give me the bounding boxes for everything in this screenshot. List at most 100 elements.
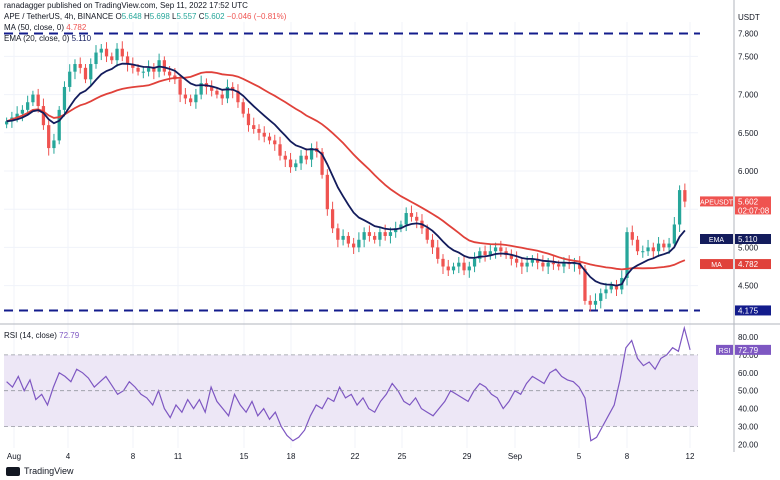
candle-body (99, 48, 103, 53)
candle-body (430, 239, 435, 248)
x-tick-label: 5 (577, 452, 582, 461)
tradingview-logo[interactable]: TradingView (6, 466, 74, 476)
price-tick-label: 4.500 (738, 282, 759, 291)
ma-legend-value: 4.782 (66, 23, 87, 32)
rsi-legend-text: RSI (14, close) (4, 331, 57, 340)
candle-body (394, 228, 398, 233)
candle-body (656, 243, 661, 252)
candle-body (520, 262, 524, 267)
candle-body (136, 67, 140, 72)
candle-body (125, 56, 130, 65)
candle-body (599, 293, 603, 301)
candle-body (210, 86, 214, 91)
currency-label: USDT (738, 13, 760, 22)
last-price-label-value-box (735, 196, 771, 215)
candle-body (662, 243, 666, 248)
candle-body (304, 155, 308, 160)
candle-body (336, 228, 340, 240)
candle-body (635, 239, 640, 252)
candle-body (57, 109, 61, 141)
ema-price-label-value: 5.110 (738, 235, 758, 244)
candle-body (146, 67, 151, 72)
candle-body (441, 258, 445, 267)
ma-legend[interactable]: MA (50, close, 0) 4.782 (4, 23, 86, 32)
candle-body (68, 71, 72, 87)
candle-body (483, 251, 487, 256)
candle-body (493, 247, 498, 252)
candle-body (15, 113, 19, 118)
candlesticks (4, 41, 687, 312)
candle-body (110, 56, 114, 61)
low-value: 5.557 (176, 12, 197, 21)
candle-body (52, 140, 56, 149)
candle-body (257, 128, 261, 133)
candle-body (325, 174, 329, 210)
candle-body (241, 102, 245, 114)
candle-body (436, 247, 440, 259)
candle-body (541, 262, 545, 267)
candle-body (383, 232, 387, 236)
candle-body (220, 94, 224, 99)
candle-body (536, 258, 540, 263)
candle-body (472, 258, 477, 267)
candle-body (578, 262, 582, 269)
horizontal-levels (4, 32, 700, 312)
candle-body (215, 90, 219, 95)
candle-body (683, 190, 687, 202)
candle-body (104, 48, 109, 57)
horizontal-gridlines (4, 55, 698, 287)
candle-body (62, 86, 67, 110)
rsi-name: RSI (719, 348, 731, 355)
ma-line (6, 71, 686, 271)
candle-body (646, 247, 650, 252)
last-price-label-name-box (700, 196, 733, 207)
rsi-tick-label: 80.00 (738, 333, 759, 342)
level-price-label-value: 4.175 (738, 306, 759, 315)
rsi-levels (4, 354, 698, 427)
candle-body (236, 90, 240, 103)
candle-body (83, 67, 88, 80)
candle-body (530, 258, 535, 263)
candle-body (457, 262, 461, 267)
ema-legend[interactable]: EMA (20, close, 0) 5.110 (4, 34, 91, 43)
ema-price-label-name-box (700, 234, 733, 245)
candle-body (141, 71, 145, 73)
candle-body (167, 71, 172, 76)
candle-body (346, 235, 351, 244)
rsi-tick-label: 60.00 (738, 369, 759, 378)
candle-body (373, 235, 377, 240)
candle-body (341, 235, 345, 240)
ma-legend-text: MA (50, close, 0) (4, 23, 65, 32)
candle-body (630, 232, 634, 240)
candle-body (451, 266, 456, 271)
candle-body (546, 262, 550, 267)
last-price-label-name: APEUSDT (700, 199, 734, 206)
candle-body (378, 232, 382, 240)
rsi-value-label: 72.79 (738, 346, 759, 355)
price-tick-label: 6.000 (738, 167, 759, 176)
candle-body (557, 264, 561, 267)
candle-body (120, 48, 124, 57)
candle-body (41, 106, 46, 126)
candle-body (199, 83, 203, 95)
candle-body (604, 289, 608, 294)
candle-body (478, 251, 482, 259)
candle-body (362, 232, 366, 240)
open-label: O (115, 12, 122, 21)
candle-body (262, 132, 266, 137)
candle-body (309, 148, 314, 160)
last-price-label-value: 5.602 (738, 197, 759, 206)
tradingview-icon (6, 466, 20, 476)
candle-body (194, 94, 198, 103)
rsi-legend[interactable]: RSI (14, close) 72.79 (4, 331, 79, 340)
price-tick-label: 7.800 (738, 29, 759, 38)
rsi-tick-label: 70.00 (738, 351, 759, 360)
candle-body (399, 224, 403, 229)
candle-body (467, 266, 471, 271)
ma-price-label-name-box (700, 259, 733, 270)
x-tick-label: 29 (463, 452, 472, 461)
candle-body (4, 121, 9, 125)
candle-body (462, 262, 466, 271)
